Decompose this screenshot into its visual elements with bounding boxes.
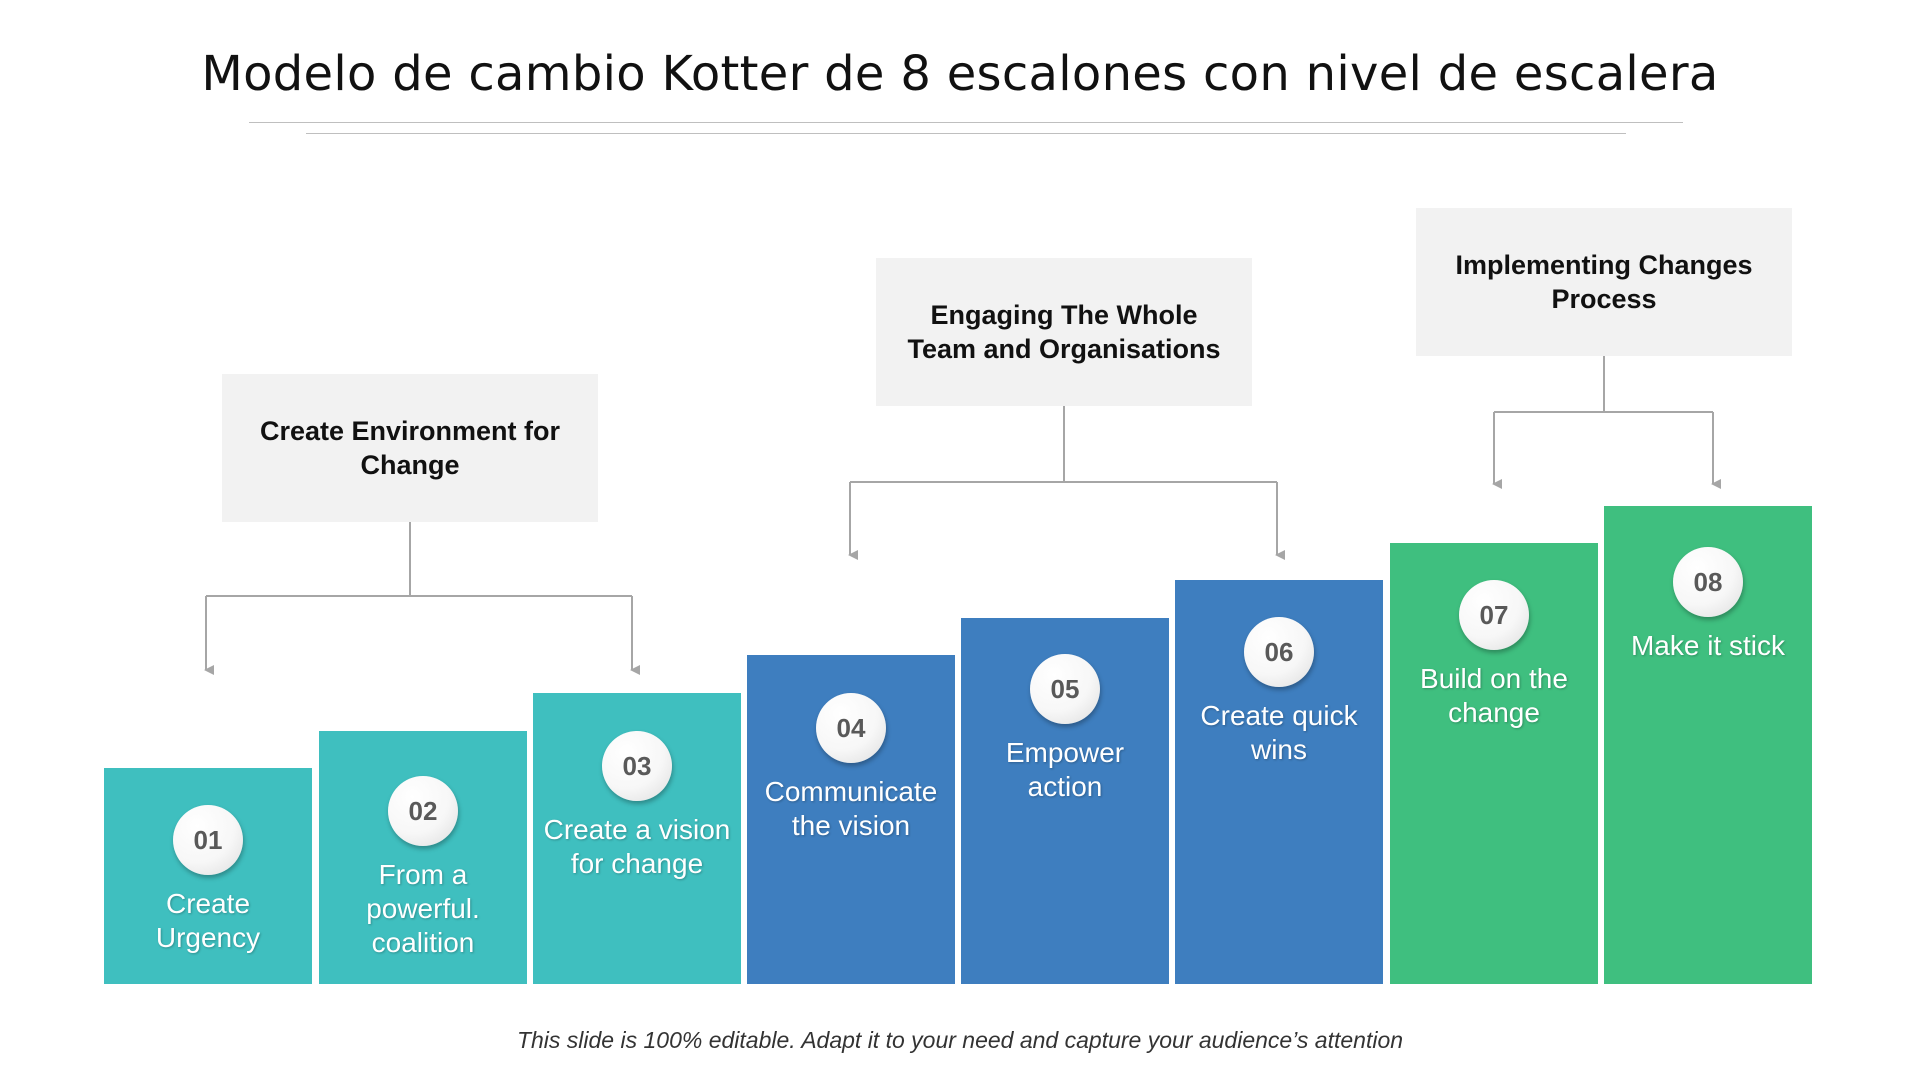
step-label: Empower action bbox=[1005, 737, 1125, 802]
slide-title: Modelo de cambio Kotter de 8 escalones c… bbox=[201, 46, 1719, 102]
step-04-communicate-vision: 04 Communicate the vision bbox=[747, 655, 955, 984]
step-06-quick-wins: 06 Create quick wins bbox=[1175, 580, 1383, 984]
group-box-engaging-team: Engaging The Whole Team and Organisation… bbox=[876, 258, 1252, 406]
group-label: Engaging The Whole Team and Organisation… bbox=[907, 300, 1221, 364]
step-05-empower-action: 05 Empower action bbox=[961, 618, 1169, 984]
title-divider-upper bbox=[249, 122, 1683, 123]
step-number-badge: 01 bbox=[173, 805, 243, 875]
step-label: Make it stick bbox=[1630, 630, 1786, 661]
group-label: Create Environment for Change bbox=[259, 416, 561, 480]
step-03-create-vision: 03 Create a vision for change bbox=[533, 693, 741, 984]
step-number-badge: 07 bbox=[1459, 580, 1529, 650]
step-number-badge: 06 bbox=[1244, 617, 1314, 687]
step-01-create-urgency: 01 Create Urgency bbox=[104, 768, 312, 984]
step-number-badge: 03 bbox=[602, 731, 672, 801]
group-box-create-environment: Create Environment for Change bbox=[222, 374, 598, 522]
step-label: Communicate the vision bbox=[764, 776, 938, 841]
step-07-build-on-change: 07 Build on the change bbox=[1390, 543, 1598, 984]
step-number-badge: 05 bbox=[1030, 654, 1100, 724]
group-label: Implementing Changes Process bbox=[1455, 250, 1753, 314]
step-number-badge: 02 bbox=[388, 776, 458, 846]
step-label: Create Urgency bbox=[155, 888, 261, 953]
step-label: Create quick wins bbox=[1200, 700, 1358, 765]
slide-footer-note: This slide is 100% editable. Adapt it to… bbox=[516, 1027, 1404, 1053]
title-divider-lower bbox=[306, 133, 1626, 134]
step-label: Build on the change bbox=[1420, 663, 1568, 728]
step-08-make-it-stick: 08 Make it stick bbox=[1604, 506, 1812, 984]
step-label: From a powerful. coalition bbox=[366, 859, 480, 958]
step-02-form-coalition: 02 From a powerful. coalition bbox=[319, 731, 527, 984]
step-number-badge: 08 bbox=[1673, 547, 1743, 617]
step-number-badge: 04 bbox=[816, 693, 886, 763]
step-label: Create a vision for change bbox=[543, 814, 731, 879]
group-box-implementing-changes: Implementing Changes Process bbox=[1416, 208, 1792, 356]
